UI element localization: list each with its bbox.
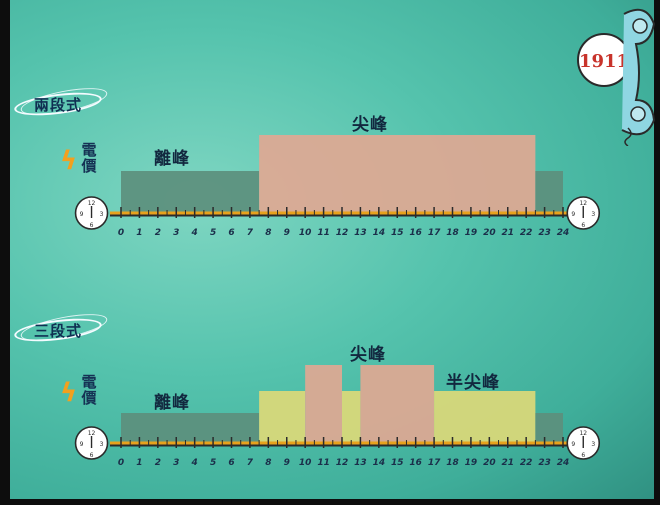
hour-tick-label: 12 xyxy=(336,228,349,238)
hour-tick-label: 22 xyxy=(520,458,533,468)
timeline-three-tier: 0 1 2 3 4 5 6 7 8 9 10 11 12 13 14 15 16 17 18 19 20 21 22 23 24… xyxy=(74,365,601,468)
hour-tick-label: 2 xyxy=(155,228,161,238)
scheme-label-three-tier: 三段式 xyxy=(12,316,104,344)
clock-digit: 9 xyxy=(80,441,84,448)
clock-digit: 6 xyxy=(90,452,94,459)
hour-tick-label: 4 xyxy=(191,228,198,238)
hour-tick-label: 10 xyxy=(299,228,312,238)
hour-tick-label: 5 xyxy=(210,228,216,238)
hour-tick-label: 7 xyxy=(247,458,254,468)
hour-tick-label: 23 xyxy=(538,228,551,238)
hour-tick-label: 2 xyxy=(155,458,161,468)
price-label: 電價 xyxy=(81,373,97,407)
clock-digit: 6 xyxy=(581,452,585,459)
period-block-off-peak xyxy=(121,413,260,443)
clock-digit: 12 xyxy=(579,200,587,207)
clock-digit: 9 xyxy=(571,211,575,218)
hour-tick-label: 15 xyxy=(391,228,404,238)
clock-digit: 6 xyxy=(581,222,585,229)
peak-label: 尖峰 xyxy=(350,345,386,365)
hour-tick-label: 15 xyxy=(391,458,404,468)
lightning-icon: ϟ xyxy=(60,146,78,176)
hour-tick-label: 18 xyxy=(446,458,459,468)
clock-digit: 9 xyxy=(571,441,575,448)
hour-tick-label: 18 xyxy=(446,228,459,238)
period-block-peak xyxy=(259,135,536,213)
hour-tick-label: 19 xyxy=(465,228,478,238)
hour-tick-label: 8 xyxy=(265,228,271,238)
hour-tick-label: 5 xyxy=(210,458,216,468)
hour-tick-label: 0 xyxy=(118,458,124,468)
period-block-mid-peak xyxy=(259,391,306,443)
clock-icon: 12 69 3 xyxy=(74,426,109,460)
lightning-icon: ϟ xyxy=(60,378,78,408)
hour-tick-label: 16 xyxy=(409,228,422,238)
hour-tick-label: 0 xyxy=(118,228,124,238)
hour-tick-label: 16 xyxy=(409,458,422,468)
hour-tick-label: 22 xyxy=(520,228,533,238)
hour-tick-label: 3 xyxy=(173,458,179,468)
hour-tick-label: 21 xyxy=(501,228,514,238)
hour-tick-label: 6 xyxy=(228,458,234,468)
hour-tick-label: 12 xyxy=(336,458,349,468)
left-frame-edge xyxy=(0,0,10,505)
phone-icon: 1911 xyxy=(576,4,658,147)
hour-tick-label: 13 xyxy=(354,228,367,238)
timeline-two-tier: 0 1 2 3 4 5 6 7 8 9 10 11 12 13 14 15 16 17 18 19 20 21 22 23 24… xyxy=(74,135,601,238)
period-block-mid-peak xyxy=(342,391,361,443)
hour-tick-label: 4 xyxy=(191,458,198,468)
hour-tick-label: 24 xyxy=(557,458,570,468)
hour-tick-label: 10 xyxy=(299,458,312,468)
hour-tick-label: 7 xyxy=(247,228,254,238)
hour-tick-label: 17 xyxy=(428,228,441,238)
hour-tick-label: 19 xyxy=(465,458,478,468)
hour-tick-label: 17 xyxy=(428,458,441,468)
price-label: 電價 xyxy=(81,141,97,175)
hour-tick-label: 9 xyxy=(284,228,290,238)
hour-tick-label: 14 xyxy=(373,458,386,468)
period-block-off-peak xyxy=(121,171,260,213)
period-block-off-peak xyxy=(535,413,563,443)
hour-tick-label: 13 xyxy=(354,458,367,468)
clock-digit: 12 xyxy=(88,200,96,207)
clock-digit: 9 xyxy=(80,211,84,218)
hour-tick-label: 20 xyxy=(483,458,496,468)
clock-digit: 6 xyxy=(90,222,94,229)
period-block-peak xyxy=(360,365,435,443)
scheme-label-two-tier: 兩段式 xyxy=(12,90,104,118)
hour-tick-label: 14 xyxy=(373,228,386,238)
hour-tick-label: 11 xyxy=(317,458,330,468)
clock-digit: 12 xyxy=(579,430,587,437)
clock-digit: 3 xyxy=(591,211,595,218)
period-block-peak xyxy=(305,365,342,443)
off-peak-label: 離峰 xyxy=(154,149,190,169)
clock-digit: 3 xyxy=(100,211,104,218)
bottom-frame-edge xyxy=(0,499,660,505)
off-peak-label: 離峰 xyxy=(154,393,190,413)
clock-icon: 12 69 3 xyxy=(74,196,109,230)
hour-tick-label: 24 xyxy=(557,228,570,238)
hour-tick-label: 1 xyxy=(136,458,142,468)
clock-digit: 3 xyxy=(591,441,595,448)
hour-tick-label: 8 xyxy=(265,458,271,468)
clock-icon: 12 69 3 xyxy=(566,426,601,460)
hour-tick-label: 6 xyxy=(228,228,234,238)
hour-tick-label: 23 xyxy=(538,458,551,468)
mid-peak-label: 半尖峰 xyxy=(446,373,500,393)
hour-tick-label: 9 xyxy=(284,458,290,468)
period-block-off-peak xyxy=(535,171,563,213)
hour-tick-label: 21 xyxy=(501,458,514,468)
clock-digit: 12 xyxy=(88,430,96,437)
hour-tick-label: 20 xyxy=(483,228,496,238)
hour-tick-label: 3 xyxy=(173,228,179,238)
hour-tick-label: 11 xyxy=(317,228,330,238)
peak-label: 尖峰 xyxy=(352,115,388,135)
clock-icon: 12 69 3 xyxy=(566,196,601,230)
period-block-mid-peak xyxy=(434,391,536,443)
right-frame-edge xyxy=(654,0,660,505)
phone-number-badge: 1911 xyxy=(579,51,629,72)
hour-tick-label: 1 xyxy=(136,228,142,238)
clock-digit: 3 xyxy=(100,441,104,448)
